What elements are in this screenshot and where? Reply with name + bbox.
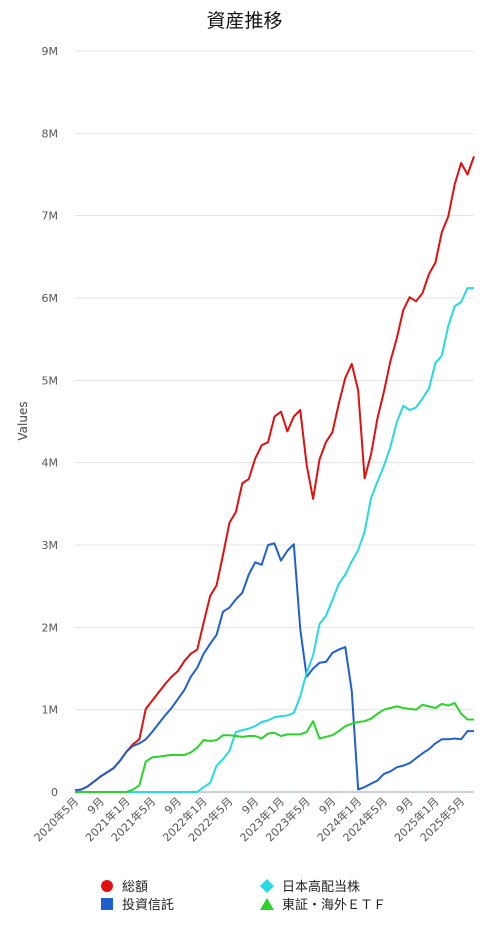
y-tick-label: 1M	[42, 704, 59, 717]
series-lines	[74, 156, 475, 793]
legend-label-jp-dividend: 日本高配当株	[282, 880, 361, 895]
legend-label-total: 総額	[122, 880, 149, 895]
legend-item-etf[interactable]: 東証・海外ＥＴＦ	[258, 894, 386, 913]
legend-item-total[interactable]: 総額	[98, 876, 148, 895]
legend-item-funds[interactable]: 投資信託	[98, 894, 174, 913]
y-tick-label: 7M	[42, 210, 59, 223]
series-line-3	[75, 702, 474, 793]
legend-label-etf: 東証・海外ＥＴＦ	[282, 898, 387, 913]
legend-item-jp-dividend[interactable]: 日本高配当株	[258, 876, 360, 895]
y-tick-label: 2M	[42, 621, 59, 634]
green-triangle-icon	[260, 897, 274, 910]
blue-square-icon	[101, 897, 113, 910]
y-axis-label: Values	[16, 401, 30, 440]
y-tick-label: 0	[51, 786, 58, 799]
series-line-1	[74, 542, 474, 792]
y-tick-labels: 0 1M 2M 3M 4M 5M 6M 7M 8M 9M	[42, 45, 59, 799]
y-tick-label: 4M	[42, 457, 59, 470]
y-tick-label: 6M	[42, 292, 59, 305]
legend: 総額 投資信託 日本高配当株 東証・海外ＥＴＦ	[0, 873, 489, 923]
y-tick-label: 9M	[42, 45, 59, 58]
legend-label-funds: 投資信託	[122, 898, 175, 913]
cyan-diamond-icon	[260, 878, 274, 893]
grid-lines	[75, 50, 474, 793]
x-tick-label: 2020年5月	[31, 794, 81, 844]
y-tick-label: 3M	[42, 539, 59, 552]
chart-title: 資産推移	[206, 10, 283, 32]
red-circle-icon	[101, 879, 113, 892]
series-line-0	[74, 156, 475, 792]
y-tick-label: 8M	[42, 127, 59, 140]
y-tick-label: 5M	[42, 374, 59, 387]
series-line-2	[75, 287, 474, 793]
